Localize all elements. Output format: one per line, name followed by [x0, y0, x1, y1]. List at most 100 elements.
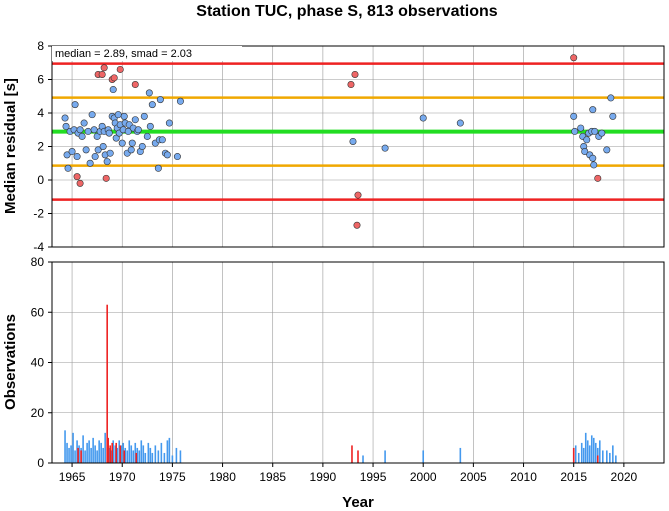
observation-bar	[582, 447, 585, 463]
observation-bar	[602, 450, 604, 463]
y-tick-label: 4	[37, 106, 44, 120]
residual-point	[91, 153, 99, 161]
observation-bar	[157, 450, 160, 463]
x-tick-label: 1985	[259, 470, 286, 484]
residual-point	[591, 127, 599, 135]
residual-point	[353, 221, 361, 229]
residual-point	[354, 191, 362, 199]
observation-bar	[588, 445, 591, 463]
residual-point	[61, 114, 69, 122]
residual-point	[590, 161, 598, 169]
residual-point	[176, 97, 184, 105]
residual-point	[110, 74, 118, 82]
x-tick-label: 1990	[310, 470, 337, 484]
x-tick-label: 2005	[460, 470, 487, 484]
x-tick-label: 2020	[611, 470, 638, 484]
observation-bar	[171, 455, 174, 463]
reference-lines	[52, 62, 664, 201]
observation-bar	[132, 450, 135, 463]
observation-bar	[106, 304, 108, 463]
observation-bar	[70, 445, 72, 463]
residual-point	[80, 119, 88, 127]
residual-point	[609, 112, 617, 120]
residual-point	[112, 134, 120, 142]
residual-point	[100, 64, 108, 72]
observation-bar	[115, 442, 118, 463]
residual-point	[134, 126, 142, 134]
residual-point	[64, 164, 72, 172]
x-tick-label: 1970	[109, 470, 136, 484]
residual-point	[88, 111, 96, 119]
residual-point	[583, 136, 591, 144]
y-tick-label: 40	[31, 356, 45, 370]
observation-bar	[122, 442, 125, 463]
observation-bar	[351, 445, 353, 463]
y-tick-label: 2	[37, 140, 44, 154]
observation-bar	[163, 452, 166, 463]
residual-point	[138, 143, 146, 151]
residual-point	[589, 154, 597, 162]
residual-point	[156, 96, 164, 104]
observation-bar	[109, 445, 111, 463]
observation-bar	[76, 440, 78, 463]
residual-point	[351, 70, 359, 78]
residual-point	[73, 173, 81, 181]
residual-point	[99, 143, 107, 151]
residual-point	[94, 146, 102, 154]
residual-point	[589, 106, 597, 114]
residual-point	[76, 126, 84, 134]
observation-bar	[100, 442, 102, 463]
residual-point	[71, 101, 79, 109]
residual-point	[143, 132, 151, 140]
observation-bar	[119, 445, 122, 463]
x-tick-label: 1995	[360, 470, 387, 484]
residual-point	[581, 148, 589, 156]
observation-bar	[124, 447, 127, 463]
observation-bar	[78, 445, 80, 463]
residual-point	[381, 144, 389, 152]
observation-bar	[151, 452, 154, 463]
residual-point	[124, 127, 132, 135]
observation-bar	[598, 440, 601, 463]
observation-bar	[104, 432, 106, 463]
observation-bar	[98, 440, 100, 463]
observation-bar	[175, 447, 178, 463]
observation-bar	[362, 455, 364, 463]
observation-bar	[90, 447, 92, 463]
observation-bar	[111, 442, 113, 463]
y-tick-label: -2	[33, 207, 44, 221]
observations-grid	[52, 261, 664, 464]
observation-bar	[110, 450, 112, 463]
observation-bar	[168, 437, 171, 463]
residual-point	[349, 137, 357, 145]
observation-bar	[160, 442, 163, 463]
observation-bar	[140, 440, 143, 463]
observation-bar	[149, 447, 152, 463]
residual-point	[419, 114, 427, 122]
observation-bar	[84, 450, 86, 463]
residual-point	[118, 139, 126, 147]
residual-point	[577, 124, 585, 132]
residual-point	[571, 127, 579, 135]
y-tick-label: -4	[33, 240, 44, 254]
residual-point	[603, 146, 611, 154]
observation-bar	[586, 440, 589, 463]
residual-point	[131, 81, 139, 89]
observation-bar	[92, 437, 94, 463]
observation-bar	[120, 445, 123, 463]
residual-point	[598, 129, 606, 137]
residual-point	[570, 112, 578, 120]
y-tick-label: 0	[37, 173, 44, 187]
observation-bar	[134, 442, 137, 463]
residual-point	[158, 136, 166, 144]
observation-bar	[68, 447, 70, 463]
observation-bar	[615, 455, 617, 463]
observation-bar	[135, 452, 138, 463]
observation-bar	[138, 450, 141, 463]
observation-bar	[107, 437, 109, 463]
observation-bar	[166, 440, 169, 463]
x-axis-label: Year	[342, 494, 374, 511]
observation-bar	[66, 442, 68, 463]
observation-bar	[82, 435, 84, 463]
